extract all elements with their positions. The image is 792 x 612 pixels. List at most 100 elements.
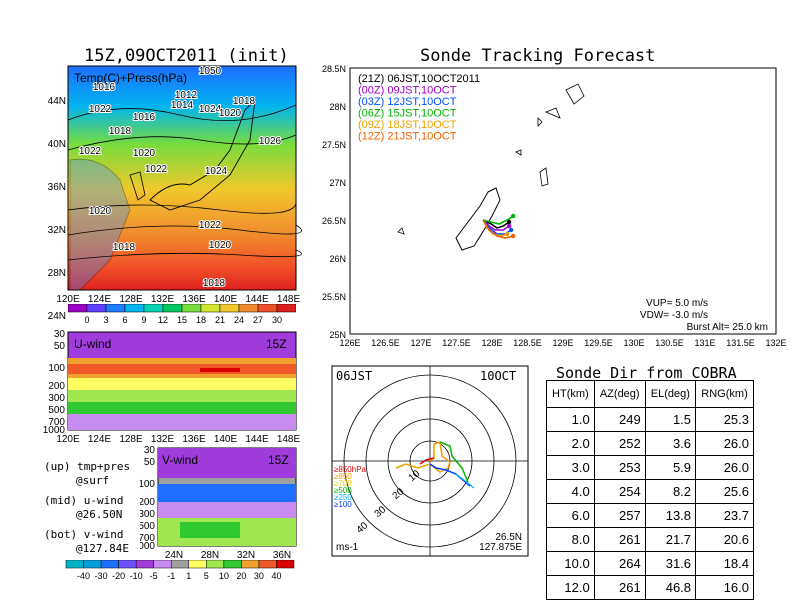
burst-text: Burst Alt= 25.0 km [687, 322, 768, 333]
v-pressure-tick: 30 [144, 445, 156, 456]
isobar-label: 1020 [133, 148, 156, 159]
hodo-level-entry: ≥850 [334, 472, 352, 481]
isobar-label: 1018 [203, 278, 226, 289]
temp-colorbar-swatch [105, 304, 126, 313]
sonde-dir-title: Sonde Dir from COBRA [556, 364, 737, 382]
track-lon-tick: 126E [339, 338, 360, 348]
wind-colorbar-label: 5 [204, 571, 209, 581]
map-lon-tick: 128E [119, 294, 143, 305]
table-row: 8.0 261 21.7 20.6 [546, 527, 754, 552]
note-up: (up) tmp+pres [44, 460, 131, 473]
vup-text: VUP= 5.0 m/s [646, 298, 708, 309]
u-pressure-tick: 100 [48, 363, 65, 374]
map-lon-tick: 144E [245, 294, 269, 305]
wind-colorbar: -40 -30 -20 -10 -5 -1 1 5 10 20 30 40 [65, 560, 295, 581]
temp-colorbar-swatch [276, 304, 296, 313]
table-cell: 254 [593, 479, 646, 504]
isobar-label: 1024 [199, 104, 222, 115]
track-lon-tick: 129.5E [584, 338, 613, 348]
track-lon-tick: 128.5E [513, 338, 542, 348]
temp-colorbar-label: 27 [253, 315, 263, 325]
wind-colorbar-swatch [188, 560, 207, 569]
track-line [482, 215, 514, 225]
table-cell: 46.8 [644, 575, 697, 600]
u-lon-tick: 132E [151, 434, 175, 445]
temp-colorbar-swatch [238, 304, 259, 313]
wind-colorbar-label: -40 [77, 571, 90, 581]
table-cell: 13.8 [644, 503, 697, 528]
map-lat-tick: 44N [48, 96, 66, 107]
hodo-lon: 127.875E [479, 542, 522, 553]
note-bot-level: @127.84E [76, 542, 129, 555]
table-cell: 31.6 [644, 551, 697, 576]
u-lon-tick: 120E [56, 434, 80, 445]
wind-colorbar-label: 20 [236, 571, 246, 581]
wind-colorbar-swatch [65, 560, 84, 569]
table-cell: 3.6 [644, 431, 697, 456]
panel-notes: (up) tmp+pres @surf (mid) u-wind @26.50N… [44, 460, 130, 556]
table-cell: 8.2 [644, 479, 697, 504]
note-mid: (mid) u-wind [44, 494, 124, 507]
temp-colorbar-label: 3 [103, 315, 108, 325]
isobar-label: 1022 [199, 220, 222, 231]
track-line [482, 219, 510, 229]
isobar-label: 1024 [205, 166, 228, 177]
track-lon-tick: 132E [765, 338, 786, 348]
temp-colorbar-swatch [257, 304, 278, 313]
track-frame [349, 67, 777, 335]
table-cell: 261 [593, 575, 646, 600]
track-end-point [508, 227, 514, 233]
wind-colorbar-swatch [100, 560, 119, 569]
u-pressure-tick: 200 [48, 381, 65, 392]
table-row: 2.0 252 3.6 26.0 [546, 431, 754, 456]
temp-colorbar-swatch [181, 304, 202, 313]
temp-colorbar-label: 6 [122, 315, 127, 325]
table-row: 6.0 257 13.8 23.7 [546, 503, 754, 528]
isobar-label: 1020 [209, 240, 232, 251]
track-lon-tick: 130E [623, 338, 644, 348]
hodo-level-entry: ≥100 [334, 500, 352, 509]
track-lon-tick: 126.5E [371, 338, 400, 348]
temp-colorbar-label: 30 [272, 315, 282, 325]
track-legend-entry: (21Z) 06JST,10OCT2011 [358, 73, 480, 85]
japan-outline [149, 98, 256, 211]
wind-colorbar-label: -20 [112, 571, 125, 581]
table-cell: 3.0 [546, 455, 595, 480]
track-lat-tick: 27.5N [322, 140, 346, 150]
u-pressure-tick: 500 [48, 405, 65, 416]
table-header: AZ(deg) [593, 380, 646, 408]
hodo-level-entry: ≥500 [334, 486, 352, 495]
table-cell: 5.9 [644, 455, 697, 480]
isobar-label: 1020 [89, 206, 112, 217]
map-lat-tick: 40N [48, 139, 66, 150]
track-lon-tick: 131E [694, 338, 715, 348]
isobar-label: 1018 [233, 96, 256, 107]
map-lon-tick: 140E [214, 294, 238, 305]
u-lon-tick: 144E [245, 434, 269, 445]
table-cell: 252 [593, 431, 646, 456]
map-lat-tick: 24N [48, 311, 66, 322]
sonde-dir-table: HT(km) AZ(deg) EL(deg) RNG(km) 1.0 249 1.5 25.… [546, 380, 754, 600]
note-up-level: @surf [76, 474, 110, 487]
track-lon-tick: 130.5E [655, 338, 684, 348]
v-lat-tick: 36N [273, 550, 291, 561]
track-line [482, 219, 510, 231]
track-lat-tick: 26.5N [322, 216, 346, 226]
init-title: 15Z,09OCT2011 (init) [84, 46, 289, 66]
temp-colorbar-swatch [68, 304, 88, 313]
temp-colorbar-label: 18 [196, 315, 206, 325]
table-cell: 23.7 [695, 503, 754, 528]
map-lon-tick: 148E [277, 294, 301, 305]
wind-colorbar-label: -10 [130, 571, 143, 581]
table-cell: 257 [593, 503, 646, 528]
u-pressure-tick: 1000 [43, 425, 66, 436]
table-row: 10.0 264 31.6 18.4 [546, 551, 754, 576]
track-lat-tick: 28N [329, 102, 346, 112]
table-cell: 16.0 [695, 575, 754, 600]
track-lat-tick: 25.5N [322, 292, 346, 302]
forecast-title: Sonde Tracking Forecast [420, 46, 656, 66]
u-wind-time: 15Z [266, 337, 287, 351]
